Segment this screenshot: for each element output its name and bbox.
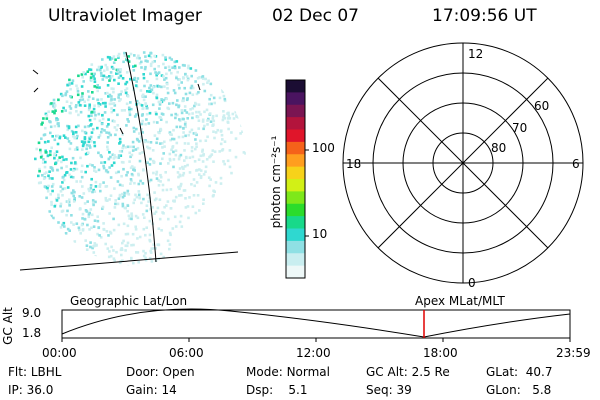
mlt-label-0: 0 <box>468 276 476 290</box>
footer-glat: GLat: 40.7 <box>486 365 553 379</box>
mlt-label-18: 18 <box>346 157 362 171</box>
altitude-curve <box>61 308 571 338</box>
auroral-emission-speckles <box>34 51 246 266</box>
coastline-fragments <box>32 69 201 135</box>
colorbar-band <box>286 104 305 118</box>
timeline-x-label-0000: 00:00 <box>42 346 77 360</box>
footer-door: Door: Open <box>126 365 195 379</box>
timeline-x-label-1800: 18:00 <box>423 346 458 360</box>
meridian-line <box>125 51 157 263</box>
instrument-title: Ultraviolet Imager <box>48 6 202 26</box>
timeline-x-label-1200: 12:00 <box>296 346 331 360</box>
colorbar-band <box>286 191 305 205</box>
colorbar-band <box>286 228 305 242</box>
footer-gc-alt: GC Alt: 2.5 Re <box>366 365 450 379</box>
mlat-label-60: 60 <box>534 99 550 113</box>
mlt-label-12: 12 <box>468 47 484 61</box>
colorbar-band <box>286 92 305 106</box>
footer-dsp: Dsp: 5.1 <box>246 383 308 397</box>
colorbar-tick-label-10: 10 <box>312 227 328 241</box>
colorbar-tick-label-100: 100 <box>312 141 335 155</box>
footer-ip: IP: 36.0 <box>8 383 54 397</box>
observation-date: 02 Dec 07 <box>272 6 359 26</box>
colorbar-band <box>286 203 305 217</box>
mlat-label-70: 70 <box>512 121 528 135</box>
timeline-x-label-2359: 23:59 <box>556 346 591 360</box>
observation-time: 17:09:56 UT <box>432 6 537 26</box>
colorbar-band <box>286 265 305 279</box>
colorbar-band <box>286 179 305 192</box>
mlt-label-6: 6 <box>572 157 580 171</box>
timeline-y-tick-high: 9.0 <box>22 306 42 320</box>
colorbar-band <box>286 117 305 131</box>
colorbar-band <box>286 166 305 180</box>
latitude-line <box>19 251 239 271</box>
colorbar-band <box>286 141 305 155</box>
colorbar-band <box>286 240 305 254</box>
timeline-left-title: Geographic Lat/Lon <box>70 294 188 308</box>
timeline-x-label-0600: 06:00 <box>169 346 204 360</box>
footer-filter: Flt: LBHL <box>8 365 62 379</box>
footer-glon: GLon: 5.8 <box>486 383 552 397</box>
footer-gain: Gain: 14 <box>126 383 177 397</box>
colorbar-band <box>286 80 305 93</box>
polar-diagonal-2 <box>377 77 549 249</box>
timeline-y-tick-low: 1.8 <box>22 326 42 340</box>
colorbar-band <box>286 129 305 143</box>
footer-seq: Seq: 39 <box>366 383 412 397</box>
mlat-label-80: 80 <box>491 141 507 155</box>
colorbar-band <box>286 154 305 168</box>
footer-mode: Mode: Normal <box>246 365 330 379</box>
timeline-right-title: Apex MLat/MLT <box>415 294 505 308</box>
colorbar-band <box>286 253 305 267</box>
colorbar-band <box>286 216 305 230</box>
